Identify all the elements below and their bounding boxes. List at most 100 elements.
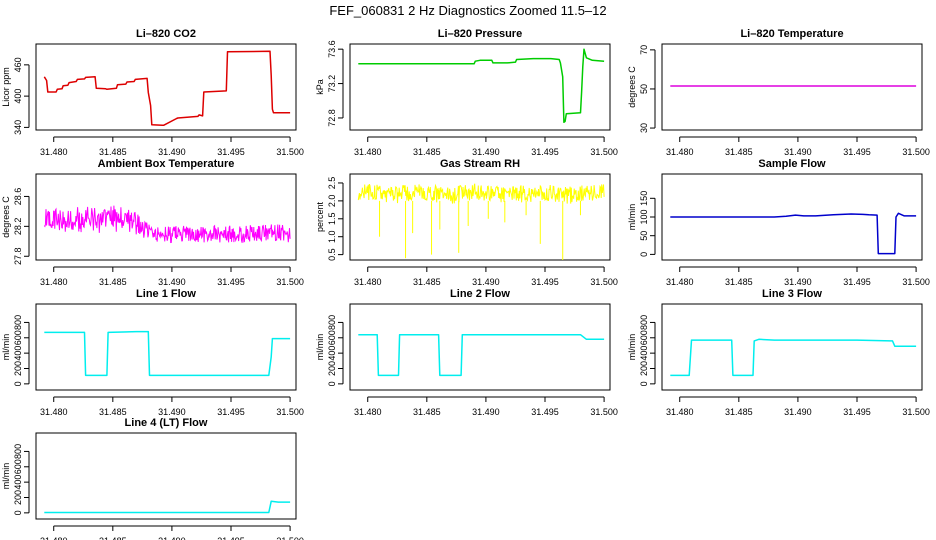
x-tick-label: 31.485 — [413, 407, 441, 417]
plot-frame — [35, 303, 297, 391]
y-tick-label: 400 — [13, 346, 23, 361]
x-tick-label: 31.490 — [784, 147, 812, 157]
x-tick-label: 31.490 — [472, 147, 500, 157]
chart-li-820-pressure: Li–820 Pressure kPa 31.480 31.485 31.490 31.4… — [315, 28, 618, 157]
chart-title: Li–820 Temperature — [740, 28, 843, 40]
y-tick-label: 340 — [13, 120, 23, 135]
x-tick-label: 31.485 — [99, 147, 127, 157]
y-axis-label: ml/min — [315, 334, 325, 361]
y-axis-label: kPa — [315, 79, 325, 95]
y-tick-label: 30 — [639, 123, 649, 133]
x-tick-label: 31.485 — [413, 277, 441, 287]
x-tick-label: 31.495 — [531, 277, 559, 287]
x-tick-label: 31.500 — [276, 147, 304, 157]
x-tick-label: 31.495 — [843, 407, 871, 417]
chart-title: Li–820 CO2 — [136, 28, 196, 40]
chart-li-820-temperature: Li–820 Temperature degrees C 31.480 31.485 3… — [627, 28, 930, 157]
chart-line-4-lt-flow: Line 4 (LT) Flow ml/min 31.480 31.485 31.490… — [1, 417, 304, 540]
x-tick-label: 31.485 — [725, 277, 753, 287]
x-tick-label: 31.490 — [472, 407, 500, 417]
plot-frame — [661, 173, 923, 261]
series-line-0 — [44, 330, 291, 377]
series-line-0 — [358, 333, 605, 377]
plot-frame — [349, 173, 611, 261]
x-tick-label: 31.485 — [99, 407, 127, 417]
x-tick-label: 31.500 — [902, 147, 930, 157]
y-tick-label: 50 — [639, 84, 649, 94]
y-tick-label: 50 — [639, 231, 649, 241]
y-tick-label: 73.2 — [327, 75, 337, 93]
x-tick-label: 31.500 — [902, 277, 930, 287]
x-tick-label: 31.480 — [40, 147, 68, 157]
y-tick-label: 150 — [639, 191, 649, 206]
series-line-0 — [670, 338, 917, 377]
x-tick-label: 31.495 — [217, 407, 245, 417]
y-tick-label: 28.2 — [13, 218, 23, 236]
x-tick-label: 31.495 — [217, 277, 245, 287]
series-line-0 — [357, 183, 605, 204]
y-axis-label: degrees C — [627, 66, 637, 108]
x-tick-label: 31.480 — [354, 277, 382, 287]
series-line-0 — [358, 48, 605, 124]
series-line-0 — [43, 50, 291, 127]
x-tick-label: 31.490 — [158, 147, 186, 157]
x-tick-label: 31.490 — [784, 277, 812, 287]
y-tick-label: 0 — [13, 381, 23, 386]
y-tick-label: 0 — [13, 510, 23, 515]
series-line-0 — [44, 500, 291, 514]
chart-line-1-flow: Line 1 Flow ml/min 31.480 31.485 31.490 31.49… — [1, 288, 304, 417]
x-tick-label: 31.485 — [725, 147, 753, 157]
y-tick-label: 0 — [327, 381, 337, 386]
x-tick-label: 31.480 — [666, 147, 694, 157]
y-axis-label: percent — [315, 201, 325, 232]
x-tick-label: 31.480 — [666, 277, 694, 287]
x-tick-label: 31.480 — [40, 407, 68, 417]
x-tick-label: 31.500 — [276, 536, 304, 540]
y-tick-label: 100 — [639, 209, 649, 224]
y-tick-label: 73.6 — [327, 40, 337, 58]
x-tick-label: 31.495 — [843, 277, 871, 287]
x-tick-label: 31.500 — [590, 407, 618, 417]
y-axis-label: ml/min — [627, 334, 637, 361]
y-tick-label: 28.6 — [13, 188, 23, 206]
y-tick-label: 400 — [639, 346, 649, 361]
y-tick-label: 800 — [327, 315, 337, 330]
series-line-0 — [670, 212, 917, 255]
y-tick-label: 2.0 — [327, 195, 337, 208]
chart-title: Line 2 Flow — [450, 288, 510, 300]
plot-frame — [35, 43, 297, 131]
x-tick-label: 31.480 — [354, 147, 382, 157]
x-tick-label: 31.485 — [99, 277, 127, 287]
y-tick-label: 0.5 — [327, 248, 337, 261]
x-tick-label: 31.490 — [784, 407, 812, 417]
chart-title: Line 4 (LT) Flow — [125, 417, 208, 429]
y-axis-label: ml/min — [627, 204, 637, 231]
chart-line-2-flow: Line 2 Flow ml/min 31.480 31.485 31.490 31.49… — [315, 288, 618, 417]
x-tick-label: 31.480 — [40, 277, 68, 287]
x-tick-label: 31.480 — [354, 407, 382, 417]
plot-frame — [349, 303, 611, 391]
x-tick-label: 31.485 — [725, 407, 753, 417]
chart-title: Ambient Box Temperature — [98, 158, 235, 170]
y-tick-label: 200 — [327, 361, 337, 376]
x-tick-label: 31.480 — [666, 407, 694, 417]
chart-title: Sample Flow — [758, 158, 826, 170]
x-tick-label: 31.495 — [217, 147, 245, 157]
y-tick-label: 200 — [13, 361, 23, 376]
x-tick-label: 31.490 — [158, 277, 186, 287]
chart-gas-stream-rh: Gas Stream RH percent 31.480 31.485 31.490 31… — [315, 158, 618, 287]
chart-title: Gas Stream RH — [440, 158, 520, 170]
plot-frame — [35, 432, 297, 520]
chart-title: Line 3 Flow — [762, 288, 822, 300]
chart-sample-flow: Sample Flow ml/min 31.480 31.485 31.490 31.49… — [627, 158, 930, 287]
y-tick-label: 200 — [639, 361, 649, 376]
x-tick-label: 31.490 — [158, 536, 186, 540]
x-tick-label: 31.500 — [902, 407, 930, 417]
plot-frame — [661, 43, 923, 131]
y-tick-label: 27.8 — [13, 247, 23, 265]
y-tick-label: 600 — [639, 330, 649, 345]
x-tick-label: 31.490 — [158, 407, 186, 417]
x-tick-label: 31.500 — [590, 147, 618, 157]
x-tick-label: 31.495 — [531, 147, 559, 157]
x-tick-label: 31.495 — [843, 147, 871, 157]
